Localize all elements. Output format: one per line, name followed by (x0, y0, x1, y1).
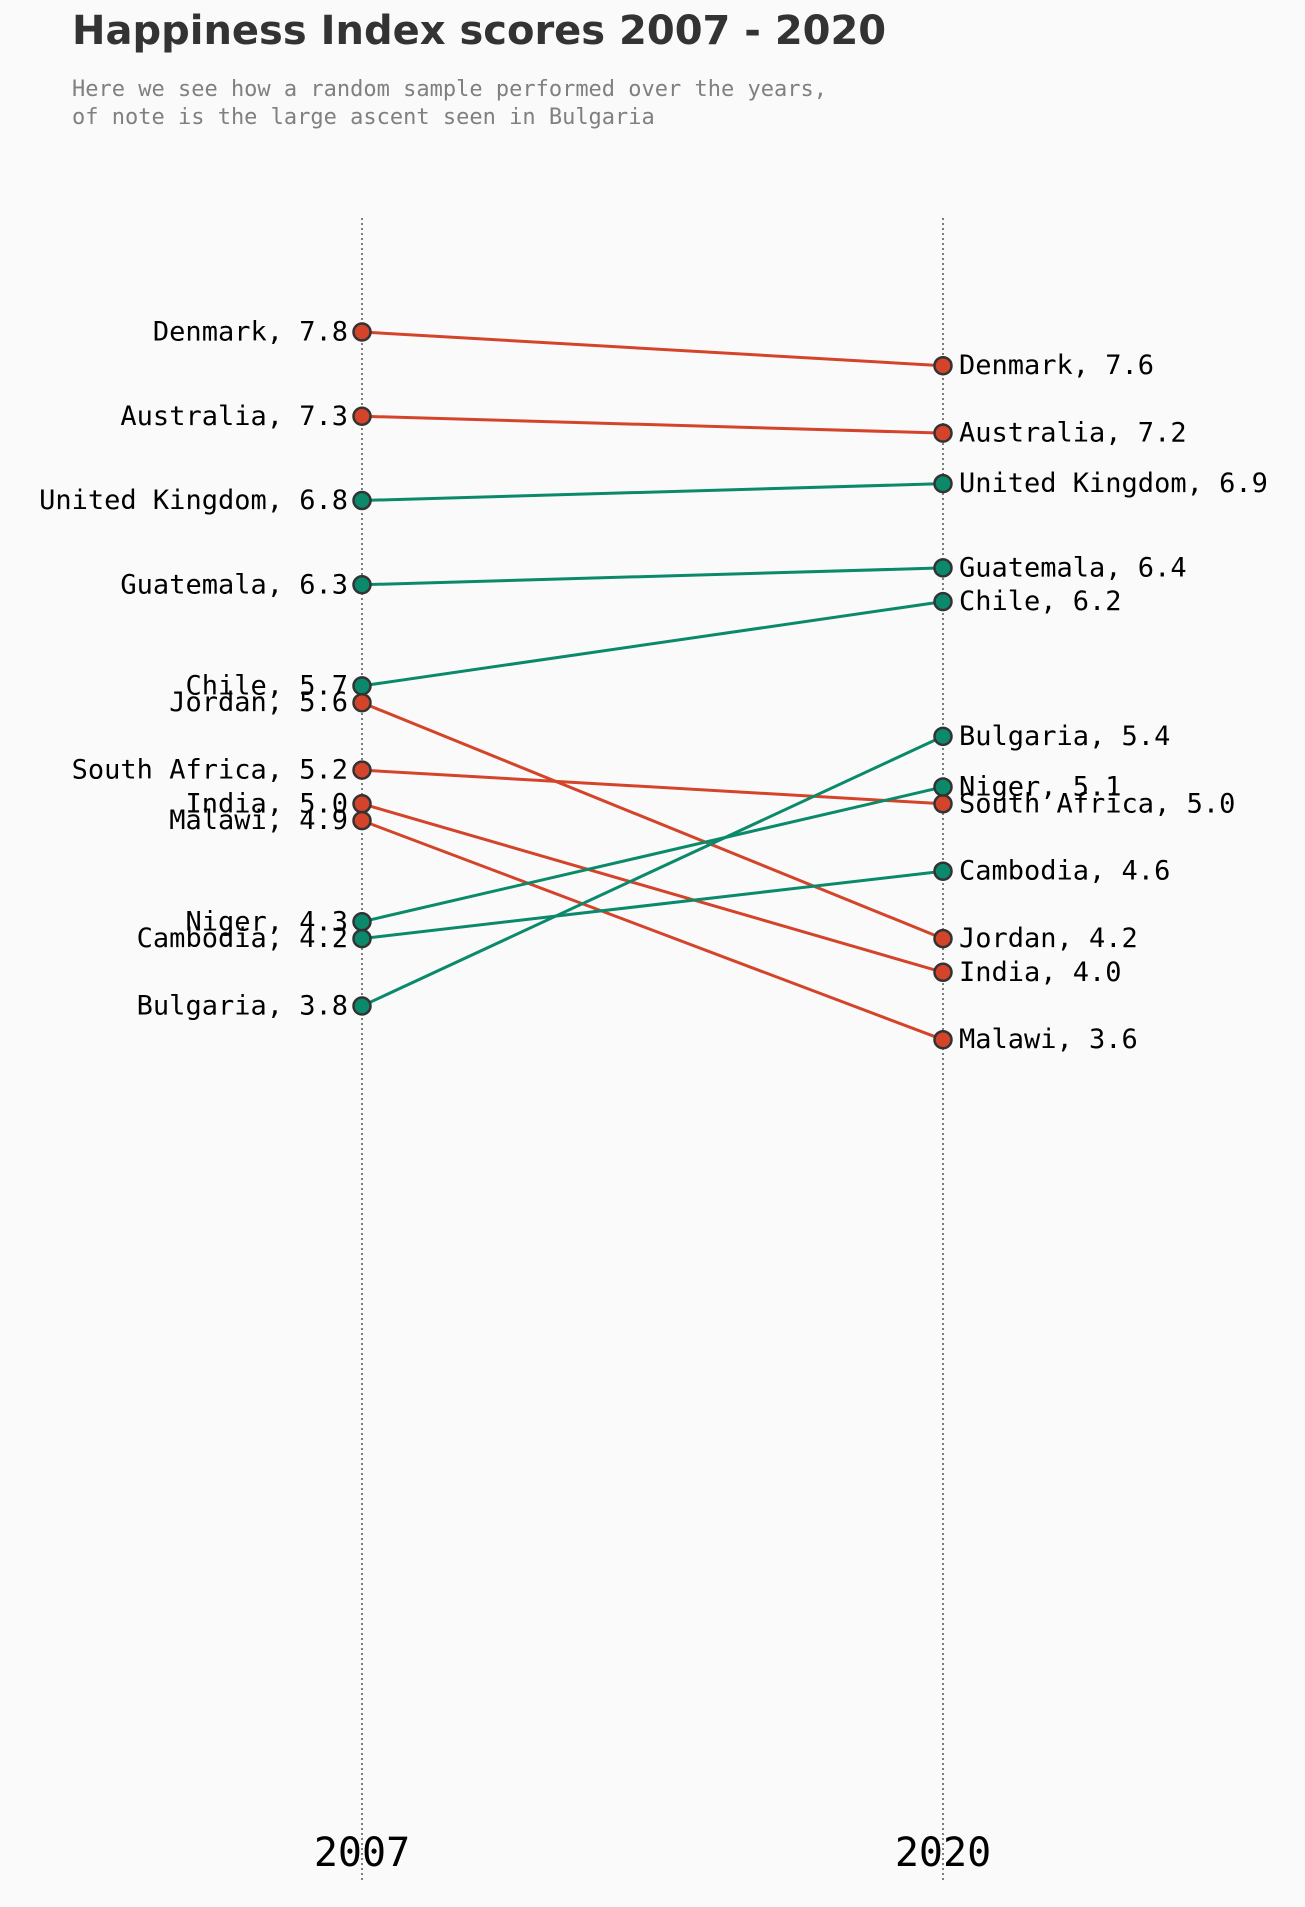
label-2020-united-kingdom: United Kingdom, 6.9 (959, 468, 1268, 499)
marker-2020-guatemala (933, 558, 953, 578)
label-2020-australia: Australia, 7.2 (959, 418, 1187, 449)
label-2007-bulgaria: Bulgaria, 3.8 (137, 991, 348, 1022)
label-2020-denmark: Denmark, 7.6 (959, 350, 1154, 381)
label-2020-guatemala: Guatemala, 6.4 (959, 552, 1187, 583)
marker-2007-guatemala (352, 575, 372, 595)
chart-title: Happiness Index scores 2007 - 2020 (72, 8, 887, 54)
slope-line-jordan (361, 701, 944, 940)
label-2020-south-africa: South Africa, 5.0 (959, 788, 1235, 819)
marker-2020-jordan (933, 928, 953, 949)
label-2007-jordan: Jordan, 5.6 (169, 687, 348, 718)
label-2007-denmark: Denmark, 7.8 (153, 317, 348, 348)
marker-2007-cambodia (352, 928, 372, 949)
label-2020-bulgaria: Bulgaria, 5.4 (959, 721, 1170, 752)
slope-lines (361, 330, 944, 1042)
marker-2020-chile (933, 591, 953, 612)
marker-2007-denmark (352, 322, 372, 342)
label-2020-cambodia: Cambodia, 4.6 (959, 856, 1170, 887)
slope-line-cambodia (361, 869, 944, 941)
marker-2020-united-kingdom (933, 473, 953, 494)
subtitle-line: of note is the large ascent seen in Bulg… (72, 105, 655, 130)
marker-2020-niger (933, 777, 953, 797)
marker-2007-niger (352, 912, 372, 932)
slope-line-guatemala (361, 566, 944, 587)
slope-line-chile (361, 600, 944, 688)
marker-2007-india (352, 794, 372, 814)
label-2007-cambodia: Cambodia, 4.2 (137, 923, 348, 954)
chart-subtitle: Here we see how a random sample performe… (72, 76, 827, 132)
slope-line-malawi (361, 819, 944, 1042)
slope-line-denmark (361, 330, 944, 368)
slope-line-bulgaria (361, 735, 944, 1008)
marker-2007-bulgaria (352, 996, 372, 1016)
marker-2007-south-africa (352, 760, 372, 780)
marker-2007-jordan (352, 692, 372, 713)
slope-line-niger (361, 785, 944, 924)
point-labels: Denmark, 7.8 Denmark, 7.6 Australia, 7.3 Au… (39, 317, 1268, 1056)
marker-2007-chile (352, 676, 372, 696)
marker-2007-united-kingdom (352, 490, 372, 511)
marker-2020-south-africa (933, 794, 953, 814)
label-2007-united-kingdom: United Kingdom, 6.8 (39, 485, 348, 516)
marker-2007-australia (352, 406, 372, 426)
label-2007-niger: Niger, 4.3 (185, 906, 348, 937)
label-2020-india: India, 4.0 (959, 957, 1122, 988)
slope-line-south-africa (361, 768, 944, 806)
slope-line-united-kingdom (361, 482, 944, 502)
label-2020-jordan: Jordan, 4.2 (959, 923, 1138, 954)
label-2007-australia: Australia, 7.3 (120, 401, 348, 432)
x-tick-label: 2007 (314, 1830, 410, 1876)
label-2007-malawi: Malawi, 4.9 (169, 805, 348, 836)
marker-2020-malawi (933, 1029, 953, 1050)
subtitle-line: Here we see how a random sample performe… (72, 77, 827, 102)
slope-line-australia (361, 414, 944, 435)
marker-2007-malawi (352, 810, 372, 831)
slope-line-india (361, 802, 944, 974)
label-2020-malawi: Malawi, 3.6 (959, 1024, 1138, 1055)
label-2020-niger: Niger, 5.1 (959, 771, 1122, 802)
label-2007-chile: Chile, 5.7 (185, 670, 348, 701)
marker-2020-bulgaria (933, 726, 953, 747)
year-guides (361, 218, 944, 1880)
label-2020-chile: Chile, 6.2 (959, 586, 1122, 617)
x-tick-label: 2020 (895, 1830, 991, 1876)
x-axis: 2007 2020 (314, 1830, 991, 1876)
marker-2020-denmark (933, 355, 953, 376)
marker-2020-cambodia (933, 861, 953, 881)
markers (352, 322, 953, 1050)
label-2007-india: India, 5.0 (185, 788, 348, 819)
label-2007-guatemala: Guatemala, 6.3 (120, 569, 348, 600)
marker-2020-india (933, 962, 953, 983)
label-2007-south-africa: South Africa, 5.2 (72, 755, 348, 786)
marker-2020-australia (933, 423, 953, 443)
